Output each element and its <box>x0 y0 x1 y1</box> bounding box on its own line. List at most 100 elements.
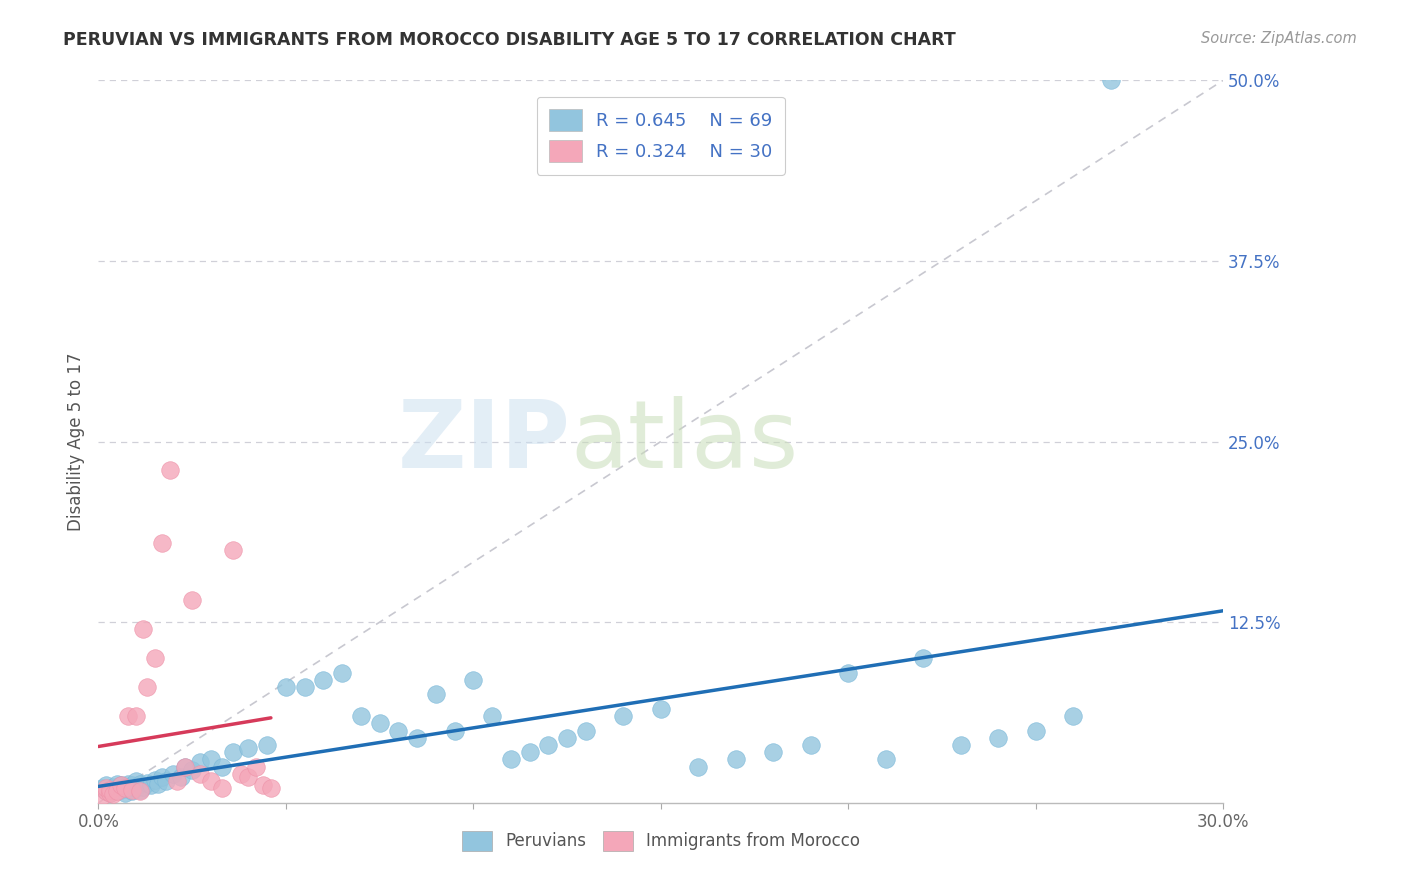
Point <box>121 779 143 793</box>
Point <box>105 777 128 791</box>
Point <box>912 651 935 665</box>
Point <box>162 767 184 781</box>
Point <box>132 780 155 794</box>
Point <box>800 738 823 752</box>
Point <box>368 716 391 731</box>
Point <box>105 781 128 796</box>
Point <box>103 784 125 798</box>
Point <box>330 665 353 680</box>
Point <box>443 723 465 738</box>
Point <box>114 786 136 800</box>
Point <box>575 723 598 738</box>
Point <box>537 738 560 752</box>
Point <box>114 780 136 794</box>
Point <box>125 709 148 723</box>
Point <box>425 687 447 701</box>
Point <box>499 752 522 766</box>
Point <box>128 782 150 797</box>
Point <box>200 752 222 766</box>
Point <box>117 777 139 791</box>
Point <box>724 752 747 766</box>
Point <box>136 680 159 694</box>
Point <box>252 779 274 793</box>
Point <box>136 775 159 789</box>
Point <box>94 784 117 798</box>
Point <box>1025 723 1047 738</box>
Point <box>159 463 181 477</box>
Point <box>105 784 128 798</box>
Point <box>222 745 245 759</box>
Point <box>181 593 204 607</box>
Point <box>238 770 260 784</box>
Y-axis label: Disability Age 5 to 17: Disability Age 5 to 17 <box>66 352 84 531</box>
Point <box>188 756 211 770</box>
Point <box>166 774 188 789</box>
Point <box>688 760 710 774</box>
Point <box>200 774 222 789</box>
Point <box>1062 709 1084 723</box>
Text: atlas: atlas <box>571 395 799 488</box>
Point <box>143 651 166 665</box>
Point <box>949 738 972 752</box>
Point <box>274 680 297 694</box>
Point <box>94 784 117 798</box>
Point <box>256 738 278 752</box>
Point <box>114 781 136 796</box>
Point <box>148 777 170 791</box>
Point <box>387 723 409 738</box>
Point <box>650 702 672 716</box>
Text: ZIP: ZIP <box>398 395 571 488</box>
Point <box>481 709 503 723</box>
Point <box>181 763 204 777</box>
Point <box>229 767 252 781</box>
Point <box>128 784 150 798</box>
Point <box>128 777 150 791</box>
Point <box>98 786 121 800</box>
Point <box>238 740 260 755</box>
Point <box>173 760 195 774</box>
Point <box>463 673 485 687</box>
Point <box>222 542 245 557</box>
Point <box>91 789 114 803</box>
Point <box>150 535 173 549</box>
Point <box>211 760 233 774</box>
Point <box>143 772 166 787</box>
Point <box>139 779 162 793</box>
Point <box>121 784 143 798</box>
Point <box>94 779 117 793</box>
Text: Source: ZipAtlas.com: Source: ZipAtlas.com <box>1201 31 1357 46</box>
Point <box>98 782 121 797</box>
Point <box>312 673 335 687</box>
Point <box>612 709 634 723</box>
Point <box>188 767 211 781</box>
Point <box>1099 73 1122 87</box>
Legend: Peruvians, Immigrants from Morocco: Peruvians, Immigrants from Morocco <box>453 822 869 860</box>
Point <box>121 782 143 797</box>
Point <box>294 680 316 694</box>
Point <box>555 731 578 745</box>
Point <box>519 745 541 759</box>
Point <box>125 774 148 789</box>
Point <box>125 781 148 796</box>
Point <box>260 781 283 796</box>
Point <box>762 745 785 759</box>
Point <box>110 779 132 793</box>
Point <box>170 770 193 784</box>
Text: PERUVIAN VS IMMIGRANTS FROM MOROCCO DISABILITY AGE 5 TO 17 CORRELATION CHART: PERUVIAN VS IMMIGRANTS FROM MOROCCO DISA… <box>63 31 956 49</box>
Point <box>245 760 267 774</box>
Point <box>117 781 139 796</box>
Point <box>875 752 897 766</box>
Point <box>173 760 195 774</box>
Point <box>987 731 1010 745</box>
Point <box>837 665 859 680</box>
Point <box>103 787 125 801</box>
Point <box>98 782 121 797</box>
Point <box>211 781 233 796</box>
Point <box>132 623 155 637</box>
Point <box>94 781 117 796</box>
Point <box>150 770 173 784</box>
Point <box>110 782 132 797</box>
Point <box>98 786 121 800</box>
Point <box>406 731 429 745</box>
Point <box>350 709 373 723</box>
